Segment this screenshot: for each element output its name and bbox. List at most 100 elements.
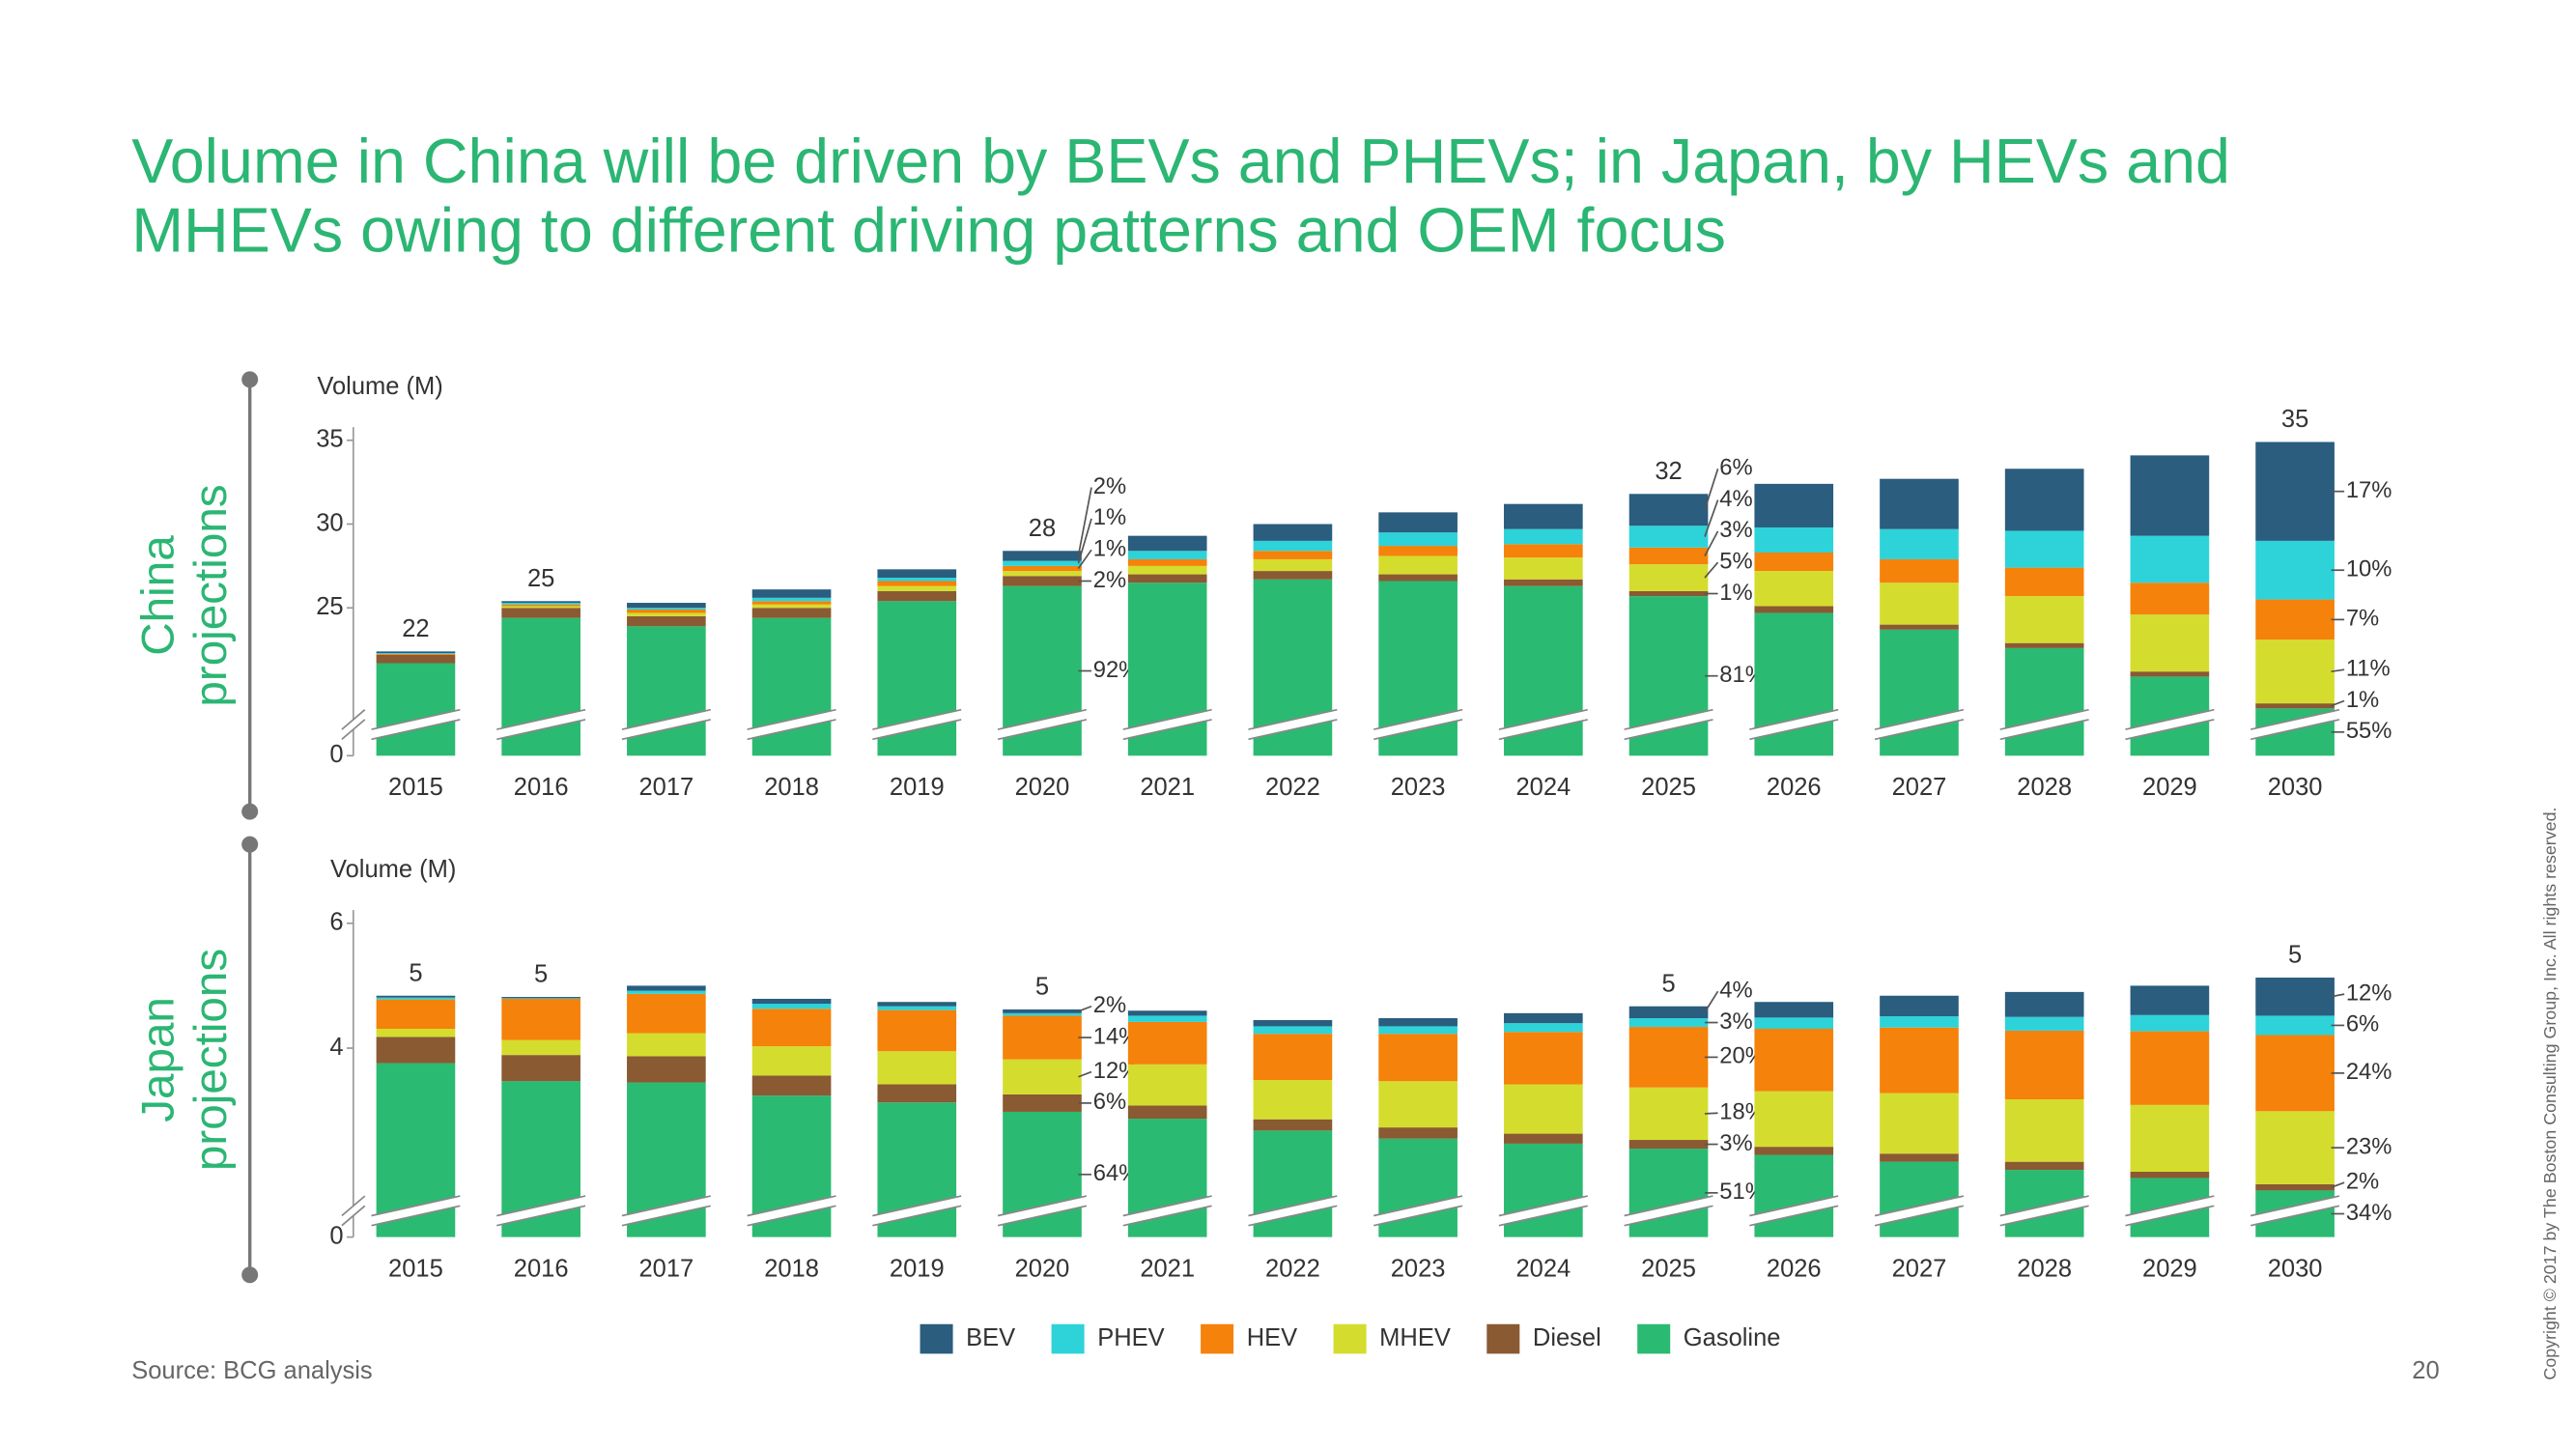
share-label: 6% bbox=[2346, 1011, 2379, 1037]
bar-segment bbox=[1504, 528, 1583, 545]
bar-segment bbox=[2004, 530, 2084, 568]
section-dot bbox=[241, 1266, 259, 1284]
axis-break bbox=[872, 708, 962, 730]
bar-segment bbox=[1504, 1032, 1583, 1085]
axis-break bbox=[1748, 1197, 1840, 1225]
bar-segment bbox=[1378, 1081, 1458, 1128]
axis-break bbox=[495, 710, 586, 739]
axis-break bbox=[1748, 710, 1840, 739]
legend-label: Diesel bbox=[1533, 1324, 1601, 1351]
axis-break bbox=[1121, 710, 1213, 739]
bar-segment bbox=[627, 990, 706, 994]
bar-segment bbox=[1253, 524, 1333, 541]
axis-break bbox=[341, 709, 366, 730]
x-tick-label: 2028 bbox=[2017, 1255, 2072, 1282]
bar-segment bbox=[1003, 1012, 1082, 1016]
total-label: 35 bbox=[2281, 406, 2308, 433]
axis-break bbox=[341, 1195, 366, 1217]
section-dot bbox=[241, 836, 259, 853]
axis-break bbox=[371, 1195, 461, 1217]
total-label: 5 bbox=[2288, 942, 2302, 969]
bar-segment bbox=[2004, 1030, 2084, 1100]
bar-segment bbox=[1880, 1153, 1959, 1162]
share-label: 24% bbox=[2346, 1059, 2392, 1085]
bar-segment bbox=[627, 603, 706, 609]
axis-break bbox=[370, 710, 462, 739]
bar-segment bbox=[501, 1039, 580, 1056]
bar-segment bbox=[1504, 579, 1583, 586]
bar-segment bbox=[2255, 1015, 2335, 1036]
section-label: projections bbox=[185, 484, 237, 706]
axis-break bbox=[1998, 1197, 2090, 1225]
bar-segment bbox=[2255, 1111, 2335, 1184]
label-leader bbox=[1704, 468, 1719, 511]
axis-break bbox=[1122, 1195, 1212, 1217]
axis-break bbox=[1373, 1205, 1463, 1227]
bar-segment bbox=[2004, 991, 2084, 1017]
axis-break bbox=[339, 711, 368, 738]
bar-segment bbox=[2004, 642, 2084, 648]
bar-segment bbox=[501, 1055, 580, 1082]
axis-break bbox=[1373, 710, 1463, 739]
bar-segment bbox=[1504, 1143, 1583, 1237]
axis-break bbox=[1623, 1197, 1714, 1225]
bar-segment bbox=[2255, 978, 2335, 1016]
bar-segment bbox=[376, 651, 456, 654]
bar-segment bbox=[1880, 582, 1959, 625]
axis-break bbox=[495, 1197, 586, 1225]
bar-segment bbox=[2130, 455, 2210, 536]
bar-segment bbox=[1378, 574, 1458, 582]
axis-break bbox=[1248, 708, 1338, 730]
axis-break bbox=[1498, 1205, 1588, 1227]
bar-segment bbox=[1127, 558, 1207, 566]
bar-segment bbox=[1754, 1017, 1834, 1029]
bar-segment bbox=[751, 604, 832, 609]
label-leader bbox=[1704, 530, 1719, 556]
share-label: 6% bbox=[1093, 1089, 1126, 1115]
bar-segment bbox=[1253, 1079, 1333, 1120]
x-tick-label: 2027 bbox=[1892, 1255, 1947, 1282]
bar-segment bbox=[1628, 494, 1709, 526]
bar-segment bbox=[1127, 1105, 1207, 1120]
axis-break bbox=[1498, 708, 1588, 730]
x-tick-label: 2026 bbox=[1767, 774, 1822, 801]
bar-segment bbox=[1003, 1015, 1082, 1060]
axis-break bbox=[1874, 1195, 1965, 1217]
bar-segment bbox=[1504, 1133, 1583, 1144]
bar-segment bbox=[2004, 1099, 2084, 1162]
bar-segment bbox=[1754, 483, 1834, 527]
axis-break bbox=[1624, 1195, 1713, 1217]
bar-segment bbox=[1880, 624, 1959, 630]
section-dot bbox=[241, 803, 259, 820]
axis-break bbox=[2125, 1205, 2215, 1227]
bar-segment bbox=[501, 603, 580, 605]
bar-segment bbox=[1253, 558, 1333, 572]
label-leader bbox=[2331, 699, 2345, 707]
axis-break bbox=[341, 1205, 366, 1227]
bar-segment bbox=[1003, 560, 1082, 566]
axis-break bbox=[997, 1195, 1088, 1217]
bar-segment bbox=[1127, 574, 1207, 583]
axis-break bbox=[1624, 1205, 1713, 1227]
axis-break bbox=[2250, 1205, 2340, 1227]
axis-break bbox=[1623, 710, 1714, 739]
y-axis-label: Volume (M) bbox=[317, 373, 442, 400]
bar-segment bbox=[501, 997, 580, 999]
axis-break bbox=[621, 710, 712, 739]
share-label: 55% bbox=[2346, 718, 2392, 744]
axis-break bbox=[621, 1197, 712, 1225]
axis-break bbox=[2250, 1195, 2340, 1217]
bar-segment bbox=[1880, 629, 1959, 756]
axis-break bbox=[1373, 708, 1463, 730]
bar-segment bbox=[2004, 596, 2084, 643]
bar-segment bbox=[627, 1033, 706, 1057]
x-tick-label: 2015 bbox=[388, 1255, 443, 1282]
axis-break bbox=[1874, 1205, 1965, 1227]
axis-break bbox=[2124, 710, 2216, 739]
axis-break bbox=[747, 1195, 836, 1217]
bar-segment bbox=[1754, 1002, 1834, 1018]
bar-segment bbox=[1504, 1084, 1583, 1134]
axis-break bbox=[1874, 1197, 1965, 1225]
label-leader bbox=[1077, 487, 1092, 556]
